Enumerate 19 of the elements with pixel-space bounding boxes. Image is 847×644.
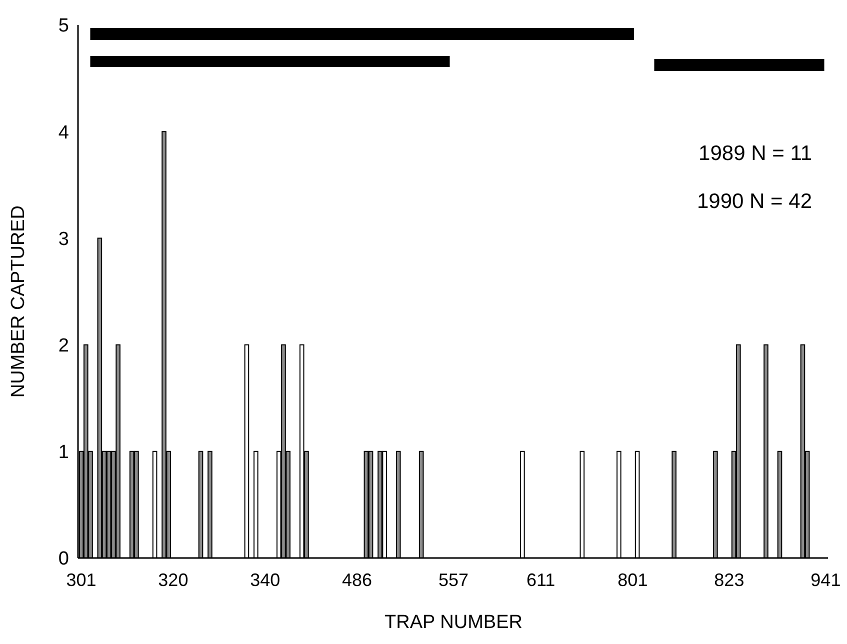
y-tick-label: 4: [58, 122, 70, 144]
x-tick-label: 340: [250, 570, 280, 590]
x-tick-label: 320: [158, 570, 188, 590]
x-tick-label: 801: [618, 570, 648, 590]
y-tick-label: 3: [58, 228, 69, 250]
y-axis-title: NUMBER CAPTURED: [8, 205, 29, 398]
y-tick-label: 0: [58, 548, 69, 570]
annotation: 1989 N = 11: [698, 142, 812, 165]
x-tick-label: 611: [526, 570, 556, 590]
x-tick-label: 823: [714, 570, 744, 590]
x-tick-label: 557: [438, 570, 469, 590]
y-tick-label: 2: [58, 335, 69, 356]
y-tick-label: 5: [58, 16, 69, 37]
y-tick-label: 1: [58, 442, 69, 464]
x-axis-title: TRAP NUMBER: [384, 612, 522, 633]
x-tick-label: 941: [810, 570, 841, 590]
annotation: 1990 N = 42: [696, 190, 812, 213]
x-tick-label: 301: [66, 570, 96, 590]
x-tick-label: 486: [342, 570, 372, 590]
